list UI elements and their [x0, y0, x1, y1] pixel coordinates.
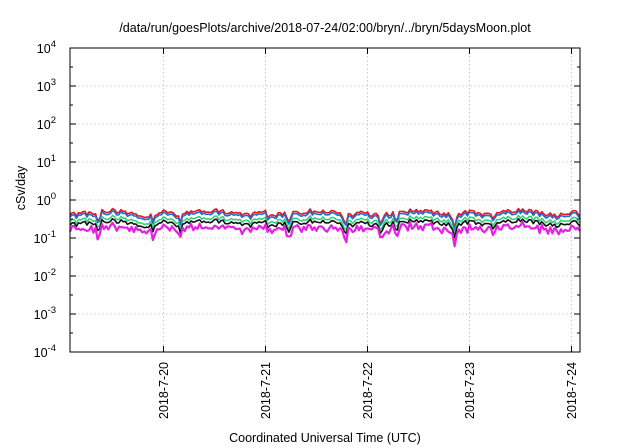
y-tick-label: 102	[37, 115, 56, 132]
series-line	[68, 220, 581, 248]
x-tick-label: 2018-7-23	[463, 362, 477, 419]
series-line	[69, 214, 581, 236]
y-tick-label: 10-4	[34, 343, 56, 360]
y-tick-label: 10-1	[34, 229, 56, 246]
x-axis-label: Coordinated Universal Time (UTC)	[229, 431, 421, 445]
series-line	[69, 207, 581, 229]
y-tick-label: 104	[37, 39, 56, 56]
x-tick-label: 2018-7-20	[157, 362, 171, 419]
x-tick-label: 2018-7-22	[361, 362, 375, 419]
series-line	[69, 218, 581, 239]
chart-title: /data/run/goesPlots/archive/2018-07-24/0…	[119, 21, 531, 35]
y-axis-label: cSv/day	[14, 165, 28, 210]
y-tick-label: 100	[37, 191, 56, 208]
x-tick-labels: 2018-7-20 2018-7-21 2018-7-22 2018-7-23 2018…	[157, 362, 579, 419]
x-tick-label: 2018-7-21	[259, 362, 273, 419]
grid-lines	[70, 48, 580, 352]
x-tick-label: 2018-7-24	[565, 362, 579, 419]
y-tick-label: 103	[37, 77, 56, 94]
series-group	[68, 207, 581, 248]
y-tick-labels: 10-4 10-3 10-2 10-1 100 101 102 103 104	[34, 39, 56, 360]
axis-ticks	[70, 47, 580, 353]
y-tick-label: 10-2	[34, 267, 56, 284]
y-tick-label: 101	[37, 153, 56, 170]
series-line	[69, 209, 581, 231]
y-tick-label: 10-3	[34, 305, 56, 322]
